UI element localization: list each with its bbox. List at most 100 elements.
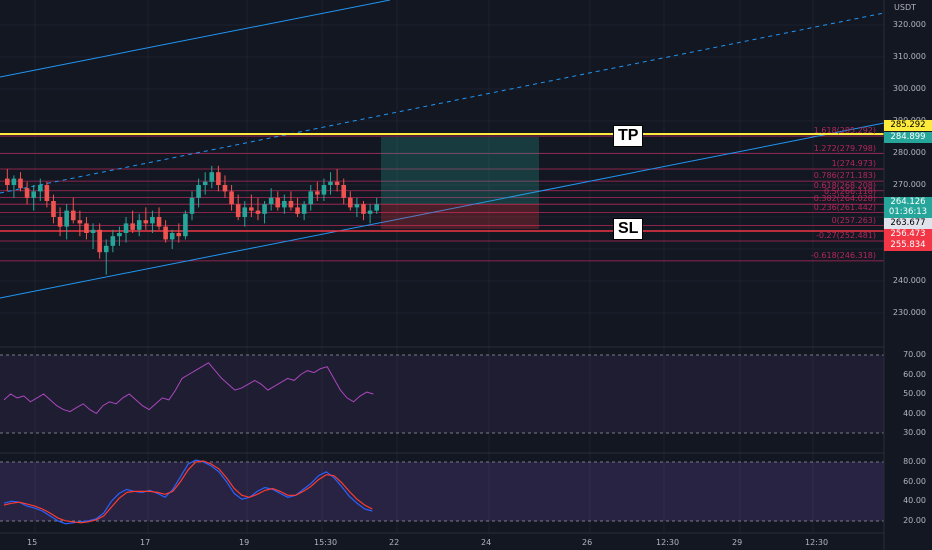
- price-tick: 270.000: [892, 180, 926, 189]
- candle-body: [301, 204, 307, 214]
- candle-body: [374, 204, 379, 211]
- candle-body: [288, 201, 294, 208]
- rsi-tick: 60.00: [903, 369, 926, 379]
- candle-body: [51, 201, 56, 217]
- channel-lower: [0, 122, 885, 299]
- candle-body: [334, 181, 340, 185]
- currency-label: USDT: [894, 3, 916, 12]
- fib-label: -0.27(252.481): [815, 231, 876, 240]
- fib-label: 0.5(266.118): [823, 187, 876, 197]
- candle-body: [268, 197, 274, 205]
- candle-body: [282, 201, 287, 208]
- candle-body: [295, 207, 300, 214]
- price-tick: 310.000: [892, 52, 926, 61]
- fib-label: 0.382(264.028): [813, 194, 876, 204]
- channel-mid: [0, 12, 885, 194]
- candle-body: [328, 181, 333, 185]
- rsi-tick: 50.00: [903, 389, 926, 398]
- candle-body: [123, 223, 129, 233]
- rsi-line: [3, 362, 374, 415]
- candle-body: [143, 220, 149, 224]
- candle-body: [341, 185, 347, 198]
- candle-body: [183, 213, 188, 237]
- candle-body: [202, 181, 208, 185]
- tp-price-tag: 285.292: [884, 120, 932, 131]
- candle-body: [361, 204, 366, 214]
- candle-body: [136, 220, 142, 230]
- candle-body: [235, 204, 241, 217]
- candle-body: [229, 191, 234, 205]
- stoch-tick: 40.00: [903, 496, 926, 506]
- candle-body: [37, 185, 43, 192]
- candle-body: [169, 233, 175, 240]
- candle-body: [315, 191, 320, 195]
- candle-body: [70, 210, 76, 221]
- candle-body: [196, 185, 201, 198]
- candle-body: [222, 185, 228, 192]
- tp-annotation[interactable]: TP: [613, 125, 644, 147]
- candle-body: [150, 217, 155, 224]
- candles: [5, 165, 379, 275]
- rsi-band: [0, 355, 884, 433]
- sl-annotation[interactable]: SL: [613, 218, 644, 240]
- fib-label: 0(257.263): [831, 215, 876, 225]
- tp2-price-tag: 284.899: [884, 132, 932, 143]
- candle-body: [275, 197, 281, 208]
- fibonacci-levels: [0, 135, 884, 262]
- candle-body: [348, 197, 353, 208]
- price-tick: 240.000: [892, 276, 926, 285]
- candle-body: [255, 210, 261, 214]
- candle-body: [308, 191, 314, 205]
- candle-body: [117, 233, 122, 237]
- price-tick: 280.000: [892, 148, 926, 157]
- candle-body: [156, 217, 162, 227]
- rsi-tick: 70.00: [903, 350, 926, 359]
- stoch-tick: 20.00: [903, 515, 926, 525]
- entry-price-tag: 263.677: [884, 218, 932, 229]
- take-profit-zone: [381, 137, 539, 204]
- candle-body: [130, 223, 135, 230]
- candle-body: [18, 178, 23, 189]
- stoch-d-line: [3, 460, 373, 524]
- price-tick: 230.000: [892, 308, 926, 317]
- candle-body: [57, 217, 63, 227]
- sl-price-tag: 256.473: [884, 229, 932, 240]
- candle-body: [176, 233, 182, 237]
- time-tick: 26: [582, 538, 593, 547]
- price-tick: 300.000: [892, 84, 926, 93]
- candle-body: [249, 207, 254, 211]
- candle-body: [110, 236, 116, 246]
- fib-label: -0.618(246.318): [810, 250, 876, 260]
- countdown-tag: 01:36:13: [884, 207, 932, 218]
- candle-body: [103, 245, 109, 253]
- time-tick: 24: [481, 538, 492, 547]
- fib-label: 1(274.973): [831, 159, 876, 168]
- grid: [0, 0, 884, 533]
- time-tick: 15:30: [314, 538, 338, 547]
- candle-body: [354, 204, 360, 208]
- channel-upper: [0, 0, 391, 78]
- fib-label: 0.236(261.442): [813, 202, 876, 212]
- fib-label: 0.786(271.183): [813, 171, 876, 181]
- stoch-tick: 80.00: [903, 457, 926, 466]
- candle-body: [367, 210, 373, 214]
- stoch-tick: 60.00: [903, 476, 926, 486]
- candle-body: [64, 210, 69, 227]
- channel-lines: [0, 0, 885, 299]
- candle-body: [90, 229, 96, 233]
- stoch-k-line: [3, 459, 373, 525]
- time-tick: 17: [140, 538, 151, 547]
- fib-label: 0.618(268.208): [813, 180, 876, 190]
- candle-body: [31, 191, 36, 198]
- fib-label: 1.272(279.798): [813, 143, 876, 153]
- candle-body: [84, 223, 89, 233]
- stop-loss-zone: [381, 204, 539, 229]
- time-tick: 12:30: [656, 538, 680, 547]
- sl2-price-tag: 255.834: [884, 240, 932, 251]
- candle-body: [5, 178, 10, 185]
- candle-body: [242, 207, 248, 217]
- time-tick: 29: [732, 538, 743, 547]
- last-price-tag: 264.126: [884, 197, 932, 208]
- time-tick: 19: [239, 538, 250, 547]
